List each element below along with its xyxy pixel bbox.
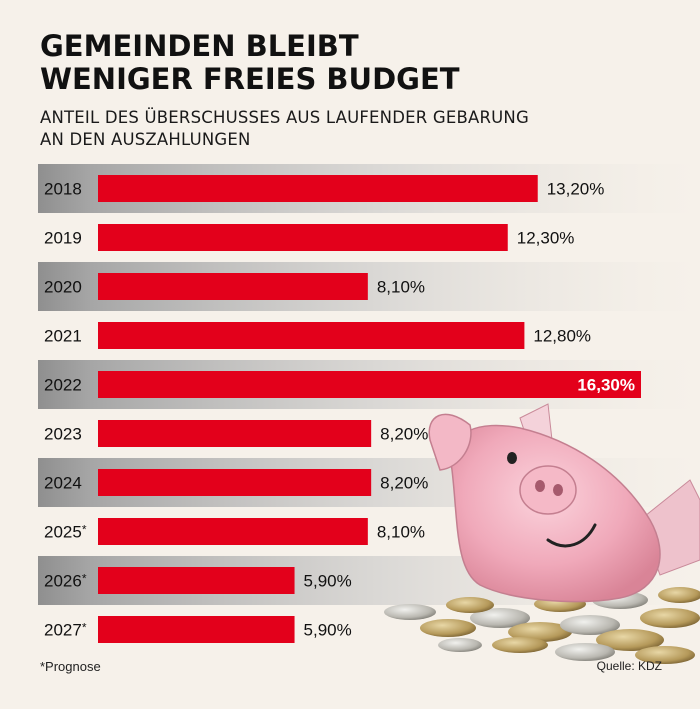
value-label: 8,10% bbox=[377, 278, 425, 297]
category-label: 2024 bbox=[44, 474, 82, 493]
bar-2022 bbox=[98, 371, 641, 398]
source-label: Quelle: KDZ bbox=[596, 659, 662, 673]
chart-title-line-1: GEMEINDEN BLEIBT bbox=[40, 29, 359, 63]
chart-subtitle-line-1: ANTEIL DES ÜBERSCHUSSES AUS LAUFENDER GE… bbox=[40, 108, 529, 127]
category-label: 2026* bbox=[44, 572, 87, 591]
chart-title-line-2: WENIGER FREIES BUDGET bbox=[40, 62, 460, 96]
category-label: 2025* bbox=[44, 523, 87, 542]
label-layer: 2018 13,20% 2019 12,30% 2020 8,10% 2021 12,80% 2… bbox=[44, 180, 635, 640]
category-label: 2023 bbox=[44, 425, 82, 444]
value-label: 12,80% bbox=[533, 327, 591, 346]
value-label: 12,30% bbox=[517, 229, 575, 248]
footnote: *Prognose bbox=[40, 659, 101, 674]
category-label: 2020 bbox=[44, 278, 82, 297]
bar-2018 bbox=[98, 175, 538, 202]
category-label: 2018 bbox=[44, 180, 82, 199]
value-label: 8,20% bbox=[380, 474, 428, 493]
bar-2027 bbox=[98, 616, 295, 643]
category-label: 2027* bbox=[44, 621, 87, 640]
chart-subtitle-line-2: AN DEN AUSZAHLUNGEN bbox=[40, 130, 251, 149]
value-label: 16,30% bbox=[577, 376, 635, 395]
value-label: 5,90% bbox=[304, 572, 352, 591]
bar-2020 bbox=[98, 273, 368, 300]
pig-snout bbox=[519, 465, 577, 515]
chart-title: GEMEINDEN BLEIBT WENIGER FREIES BUDGET bbox=[40, 30, 460, 96]
bar-2023 bbox=[98, 420, 372, 447]
pig-ear bbox=[428, 413, 472, 471]
pig-eye bbox=[507, 452, 517, 464]
category-label: 2019 bbox=[44, 229, 82, 248]
category-label: 2022 bbox=[44, 376, 82, 395]
value-label: 8,20% bbox=[380, 425, 428, 444]
piggy-bank-illustration bbox=[384, 403, 700, 664]
value-label: 5,90% bbox=[304, 621, 352, 640]
bar-2025 bbox=[98, 518, 368, 545]
bar-layer bbox=[98, 175, 641, 643]
category-label: 2021 bbox=[44, 327, 82, 346]
chart-subtitle: ANTEIL DES ÜBERSCHUSSES AUS LAUFENDER GE… bbox=[40, 107, 529, 151]
value-label: 13,20% bbox=[547, 180, 605, 199]
value-label: 8,10% bbox=[377, 523, 425, 542]
bar-2021 bbox=[98, 322, 525, 349]
bar-2024 bbox=[98, 469, 372, 496]
bar-2026 bbox=[98, 567, 295, 594]
bar-2019 bbox=[98, 224, 508, 251]
pig-smile bbox=[546, 523, 597, 548]
